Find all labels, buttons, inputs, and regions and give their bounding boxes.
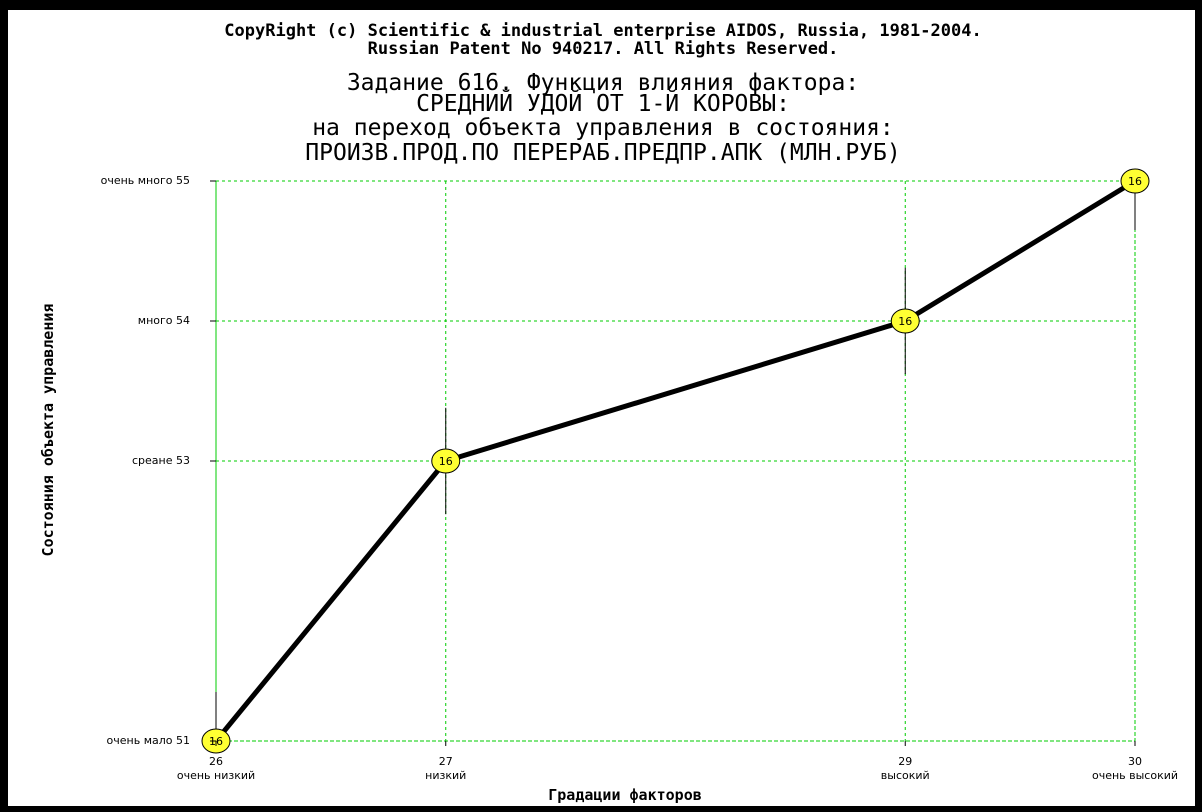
y-tick-label: много 54 xyxy=(138,314,190,327)
x-tick-name: очень низкий xyxy=(177,769,255,782)
copyright-line-1: CopyRight (c) Scientific & industrial en… xyxy=(224,21,981,41)
x-tick-number: 27 xyxy=(439,755,453,768)
x-tick-number: 29 xyxy=(898,755,912,768)
x-tick-name: низкий xyxy=(425,769,466,782)
x-tick-number: 30 xyxy=(1128,755,1142,768)
data-point-marker xyxy=(890,308,920,334)
chart-title-line-2: СРЕДНИЙ УДОЙ ОТ 1-Й КОРОВЫ: xyxy=(416,89,790,117)
data-point-label: 16 xyxy=(1128,175,1142,188)
data-point-marker xyxy=(431,448,461,474)
data-points: 16161616 xyxy=(201,168,1150,754)
copyright-line-2: Russian Patent No 940217. All Rights Res… xyxy=(368,39,839,59)
y-tick-label: очень много 55 xyxy=(101,174,190,187)
data-point-label: 16 xyxy=(898,315,912,328)
series-line-group xyxy=(214,178,1137,743)
y-axis-label: Состояния объекта управления xyxy=(39,304,57,557)
x-tick-name: очень высокий xyxy=(1092,769,1178,782)
chart: CopyRight (c) Scientific & industrial en… xyxy=(39,21,1178,804)
data-point-label: 16 xyxy=(439,455,453,468)
y-tick-label: очень мало 51 xyxy=(107,734,190,747)
series-line xyxy=(214,178,1137,743)
y-tick-label: среане 53 xyxy=(132,454,190,467)
x-tick-name: высокий xyxy=(881,769,930,782)
y-axis-ticks: очень мало 51 среане 53 много 54 очень мног… xyxy=(101,174,216,747)
data-point-marker xyxy=(1120,168,1150,194)
x-tick-number: 26 xyxy=(209,755,223,768)
x-axis-label: Градации факторов xyxy=(548,786,702,804)
chart-title-line-1: Задание 616. Функция влияния фактора: xyxy=(347,70,859,96)
chart-frame: CopyRight (c) Scientific & industrial en… xyxy=(8,10,1195,806)
chart-title-line-3: на переход объекта управления в состояни… xyxy=(312,115,894,141)
chart-title-line-4: ПРОИЗВ.ПРОД.ПО ПЕРЕРАБ.ПРЕДПР.АПК (МЛН.Р… xyxy=(305,140,900,166)
